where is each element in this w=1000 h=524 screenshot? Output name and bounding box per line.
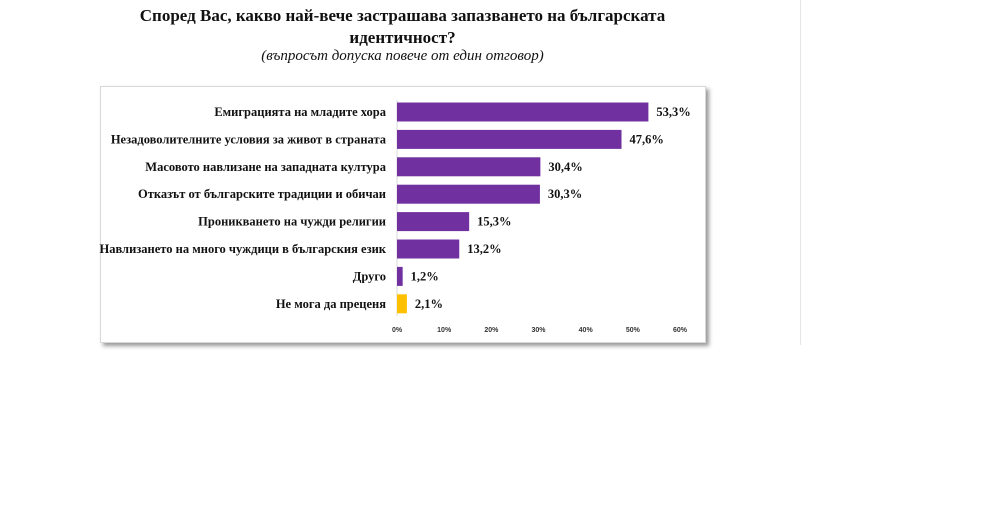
- bar: [397, 157, 541, 177]
- x-tick-label: 60%: [673, 327, 688, 334]
- data-label: 47,6%: [630, 132, 664, 146]
- bar: [397, 129, 622, 149]
- x-tick-label: 0%: [392, 327, 403, 334]
- data-label: 13,2%: [467, 242, 501, 256]
- data-label: 30,4%: [548, 160, 582, 174]
- category-label: Незадоволителните условия за живот в стр…: [111, 132, 387, 146]
- bar: [397, 212, 470, 232]
- data-label: 15,3%: [477, 215, 511, 229]
- category-label: Масовото навлизане на западната култура: [145, 160, 386, 174]
- data-label: 53,3%: [656, 105, 690, 119]
- chart-title: Според Вас, какво най-вече застрашава за…: [139, 6, 666, 47]
- category-label: Емиграцията на младите хора: [214, 105, 386, 119]
- bar: [397, 184, 540, 204]
- bar: [397, 294, 407, 314]
- category-label: Отказът от българските традиции и обичаи: [138, 187, 386, 201]
- x-tick-label: 10%: [437, 327, 452, 334]
- chart-subtitle: (въпросът допуска повече от един отговор…: [261, 48, 544, 64]
- category-label: Проникването на чужди религии: [198, 215, 386, 229]
- category-label: Не мога да преценя: [276, 297, 386, 311]
- bar: [397, 239, 460, 259]
- bar: [397, 266, 403, 286]
- x-tick-label: 40%: [579, 327, 594, 334]
- x-tick-label: 30%: [531, 327, 546, 334]
- data-label: 1,2%: [411, 269, 439, 283]
- category-label: Навлизането на много чуждици в български…: [100, 242, 387, 256]
- category-label: Друго: [353, 269, 386, 283]
- x-tick-label: 20%: [484, 327, 499, 334]
- x-tick-label: 50%: [626, 327, 641, 334]
- data-label: 2,1%: [415, 297, 443, 311]
- bar: [397, 102, 649, 122]
- divider: [800, 0, 801, 345]
- data-label: 30,3%: [548, 187, 582, 201]
